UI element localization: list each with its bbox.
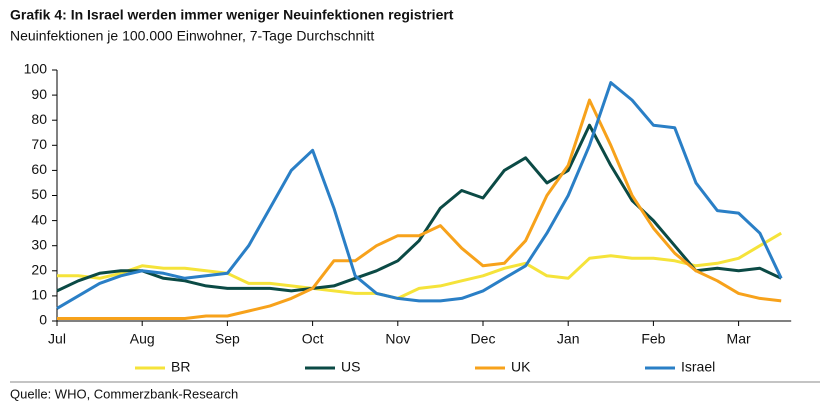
y-tick-label: 10: [31, 287, 47, 303]
x-tick-label: Feb: [641, 331, 665, 347]
x-tick-label: Sep: [215, 331, 240, 347]
legend-label: UK: [511, 359, 531, 375]
y-tick-label: 50: [31, 186, 47, 202]
series-line: [56, 81, 783, 310]
y-tick-label: 80: [31, 111, 47, 127]
chart-title: Grafik 4: In Israel werden immer weniger…: [10, 7, 454, 23]
x-tick-label: Mar: [727, 331, 751, 347]
x-tick-label: Dec: [471, 331, 496, 347]
legend-label: US: [341, 359, 360, 375]
x-tick-label: Nov: [385, 331, 410, 347]
x-tick-label: Aug: [130, 331, 155, 347]
y-tick-label: 40: [31, 211, 47, 227]
x-tick-label: Jan: [557, 331, 580, 347]
y-tick-label: 70: [31, 136, 47, 152]
legend-label: Israel: [681, 359, 715, 375]
series-line: [56, 123, 782, 293]
y-tick-label: 30: [31, 236, 47, 252]
series-line: [57, 98, 782, 320]
x-tick-label: Jul: [48, 331, 66, 347]
x-tick-label: Oct: [302, 331, 324, 347]
y-tick-label: 100: [24, 61, 48, 77]
series-line: [57, 231, 782, 300]
chart-subtitle: Neuinfektionen je 100.000 Einwohner, 7-T…: [10, 28, 374, 44]
legend-label: BR: [171, 359, 190, 375]
y-tick-label: 0: [39, 312, 47, 328]
y-tick-label: 20: [31, 262, 47, 278]
y-tick-label: 90: [31, 86, 47, 102]
source: Quelle: WHO, Commerzbank-Research: [10, 386, 238, 401]
y-tick-label: 60: [31, 161, 47, 177]
